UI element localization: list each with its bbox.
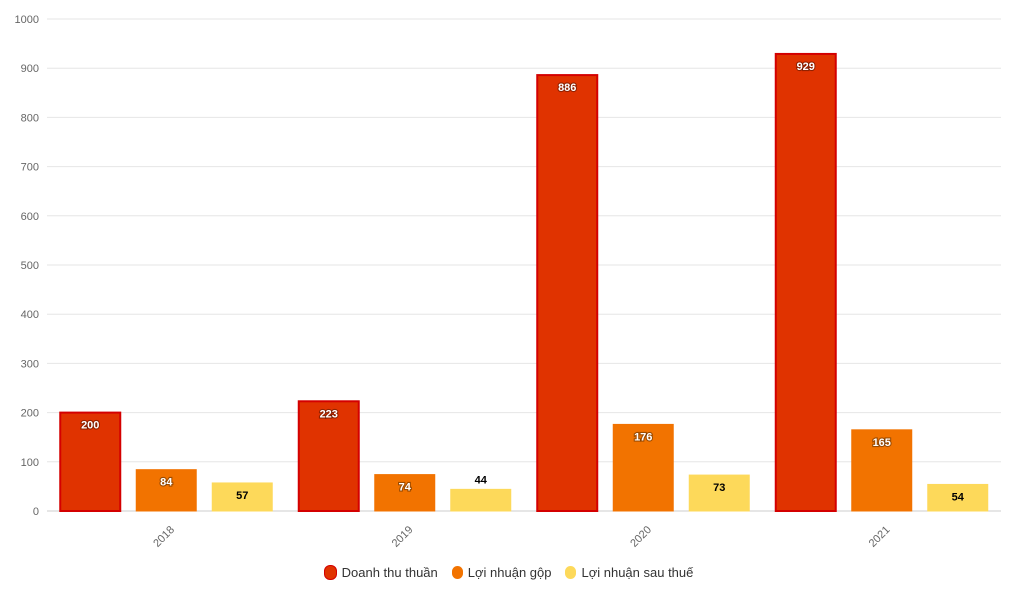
- bar-2021-series-2[interactable]: [927, 483, 989, 512]
- data-label: 44: [475, 474, 488, 486]
- y-tick-label: 200: [21, 408, 39, 420]
- bar-2021-series-0[interactable]: [774, 52, 837, 512]
- legend-swatch-net-profit: [565, 566, 577, 579]
- bar-chart: 0 100 200 300 400 500 600 700 800 900 1000 200 84 57…: [15, 14, 1001, 550]
- y-tick-label: 500: [21, 260, 39, 272]
- y-tick-label: 0: [33, 506, 39, 518]
- legend-label-gross-profit: Lợi nhuận gộp: [467, 565, 552, 580]
- bars: [59, 52, 989, 513]
- x-tick-label: 2019: [390, 524, 416, 550]
- bar-2019-series-1[interactable]: [374, 474, 436, 512]
- legend-item-net-profit[interactable]: Lợi nhuận sau thuế: [565, 565, 693, 580]
- bar-2020-series-2[interactable]: [688, 474, 750, 512]
- y-tick-label: 300: [21, 358, 39, 370]
- y-tick-label: 1000: [15, 14, 39, 26]
- data-label: 73: [713, 482, 725, 494]
- data-label: 929: [797, 61, 815, 73]
- y-tick-label: 700: [21, 162, 39, 174]
- bar-2021-series-1[interactable]: [851, 429, 913, 512]
- legend-item-revenue[interactable]: Doanh thu thuần: [323, 565, 438, 580]
- legend-swatch-revenue: [323, 565, 337, 580]
- y-tick-label: 800: [21, 112, 39, 124]
- data-label: 200: [81, 420, 99, 432]
- data-label: 223: [320, 408, 338, 420]
- bar-2020-series-0[interactable]: [536, 74, 599, 512]
- bar-2019-series-2[interactable]: [450, 488, 512, 512]
- data-label: 54: [952, 491, 965, 503]
- legend-label-revenue: Doanh thu thuần: [341, 565, 438, 580]
- data-label: 886: [558, 82, 576, 94]
- y-axis-ticks: 0 100 200 300 400 500 600 700 800 900 1000: [15, 14, 39, 518]
- legend-label-net-profit: Lợi nhuận sau thuế: [581, 565, 694, 580]
- x-tick-label: 2020: [628, 524, 654, 550]
- y-tick-label: 900: [21, 63, 39, 75]
- x-tick-label: 2021: [867, 524, 893, 550]
- data-label: 57: [236, 490, 248, 502]
- x-tick-label: 2018: [151, 524, 177, 550]
- y-tick-label: 100: [21, 457, 39, 469]
- y-tick-label: 400: [21, 309, 39, 321]
- bar-2018-series-1[interactable]: [135, 469, 197, 512]
- legend-swatch-gross-profit: [451, 566, 463, 579]
- bar-2018-series-2[interactable]: [211, 482, 273, 512]
- legend-item-gross-profit[interactable]: Lợi nhuận gộp: [451, 565, 552, 580]
- data-label: 176: [634, 431, 652, 443]
- data-label: 165: [873, 437, 891, 449]
- y-tick-label: 600: [21, 211, 39, 223]
- bar-2018-series-0[interactable]: [59, 411, 122, 513]
- bar-2020-series-1[interactable]: [612, 423, 674, 512]
- data-label: 74: [399, 482, 412, 494]
- bar-2019-series-0[interactable]: [297, 400, 360, 512]
- grid-lines: [47, 18, 1001, 512]
- legend: Doanh thu thuần Lợi nhuận gộp Lợi nhuận …: [0, 565, 1017, 580]
- x-axis-ticks: 2018 2019 2020 2021: [151, 524, 892, 550]
- data-labels: 200 84 57 223 74 44 886 176 73 929 165 54: [80, 60, 965, 504]
- data-label: 84: [160, 477, 173, 489]
